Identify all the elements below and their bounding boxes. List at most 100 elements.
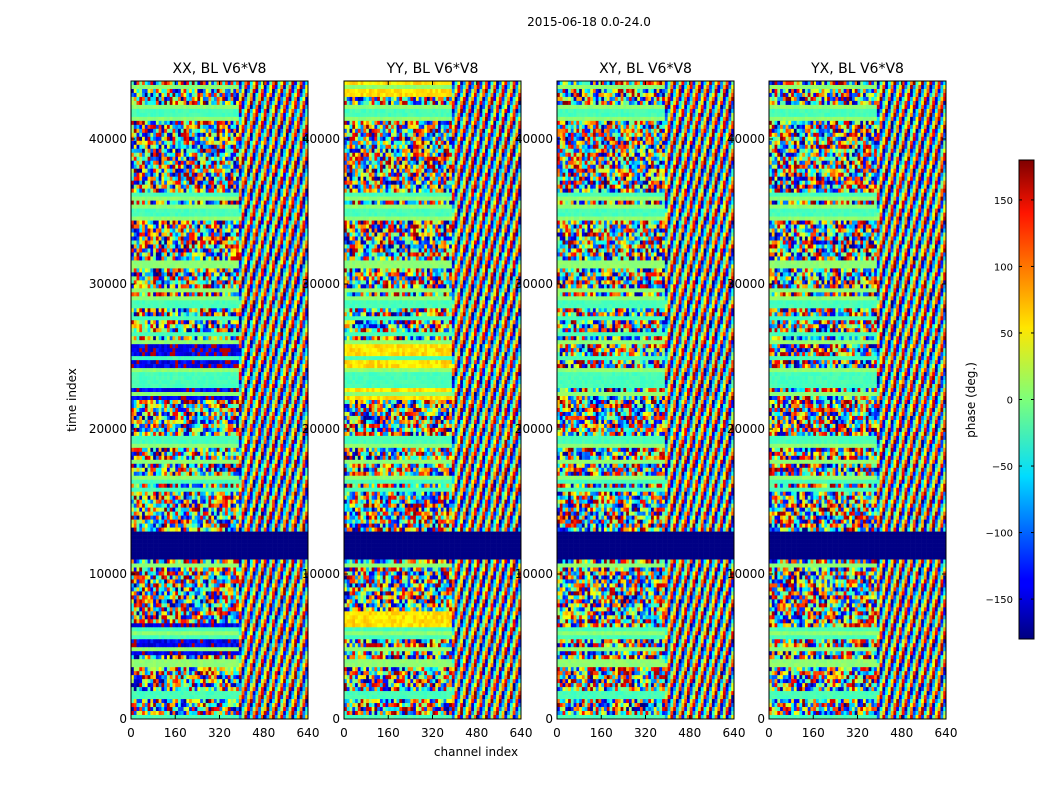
heatmap-cell [277,196,281,201]
heatmap-cell [288,244,292,249]
heatmap-cell [155,312,159,317]
heatmap-cell [189,248,193,253]
heatmap-cell [277,364,281,369]
heatmap-cell [255,228,259,233]
heatmap-cell [211,320,215,325]
heatmap-cell [213,308,218,313]
heatmap-cell [147,244,151,249]
heatmap-cell [142,216,146,221]
heatmap-cell [266,116,270,122]
heatmap-cell [166,140,171,146]
heatmap-cell [202,368,206,373]
heatmap-cell [183,376,187,381]
heatmap-cell [285,108,289,114]
heatmap-cell [305,152,309,158]
heatmap-cell [244,176,248,181]
heatmap-cell [197,320,201,325]
heatmap-cell [269,96,273,102]
heatmap-cell [200,384,204,389]
heatmap-cell [200,236,204,241]
heatmap-cell [238,168,242,174]
heatmap-cell [144,184,148,189]
heatmap-cell [274,120,278,126]
heatmap-cell [283,216,287,221]
heatmap-cell [252,220,256,225]
heatmap-cell [255,268,259,273]
heatmap-cell [147,140,151,146]
heatmap-cell [305,324,309,329]
heatmap-cell [222,168,226,174]
heatmap-cell [197,372,201,377]
heatmap-cell [252,292,256,297]
heatmap-cell [280,232,284,237]
heatmap-cell [227,276,231,281]
heatmap-cell [285,288,289,293]
heatmap-cell [205,236,209,241]
heatmap-cell [189,372,193,377]
heatmap-cell [263,248,267,253]
heatmap-cell [258,160,262,166]
heatmap-cell [277,384,281,389]
heatmap-cell [263,276,267,281]
heatmap-cell [180,320,184,325]
heatmap-cell [241,344,245,349]
heatmap-cell [197,384,201,389]
heatmap-cell [142,380,146,385]
heatmap-cell [139,364,143,369]
heatmap-cell [272,164,276,170]
heatmap-cell [283,256,287,261]
heatmap-cell [208,356,212,361]
heatmap-cell [219,364,223,369]
heatmap-cell [164,292,168,297]
heatmap-cell [164,196,168,201]
heatmap-cell [150,340,154,345]
heatmap-cell [208,144,212,150]
heatmap-cell [191,296,195,301]
heatmap-cell [139,216,143,221]
heatmap-cell [266,344,270,349]
heatmap-cell [164,368,168,373]
heatmap-cell [299,124,303,130]
heatmap-cell [263,176,267,181]
heatmap-cell [131,212,135,217]
heatmap-cell [183,356,187,361]
heatmap-cell [291,348,295,353]
heatmap-cell [136,352,140,357]
heatmap-cell [294,160,298,166]
heatmap-cell [244,256,248,261]
heatmap-cell [222,352,226,357]
heatmap-cell [194,108,198,114]
heatmap-cell [252,100,256,106]
heatmap-cell [150,176,154,181]
heatmap-cell [244,296,248,301]
heatmap-cell [285,328,289,333]
heatmap-cell [258,88,262,94]
heatmap-cell [274,236,278,241]
heatmap-cell [191,228,195,233]
heatmap-cell [208,364,212,369]
heatmap-cell [288,200,292,205]
heatmap-cell [144,372,148,377]
heatmap-cell [263,384,267,389]
heatmap-cell [178,300,182,305]
heatmap-cell [178,240,182,245]
heatmap-cell [142,100,146,106]
heatmap-cell [269,104,273,110]
heatmap-cell [244,96,248,102]
heatmap-cell [274,116,278,122]
heatmap-cell [200,136,204,142]
heatmap-cell [236,348,240,353]
heatmap-cell [266,184,270,189]
heatmap-cell [236,316,240,321]
heatmap-cell [294,128,298,134]
heatmap-cell [164,92,168,98]
heatmap-cell [294,244,298,249]
heatmap-cell [302,104,306,110]
heatmap-cell [269,132,273,138]
heatmap-cell [172,164,176,170]
heatmap-cell [155,264,159,269]
heatmap-cell [205,96,209,102]
heatmap-cell [169,296,173,301]
heatmap-cell [147,336,151,341]
heatmap-cell [227,208,231,213]
